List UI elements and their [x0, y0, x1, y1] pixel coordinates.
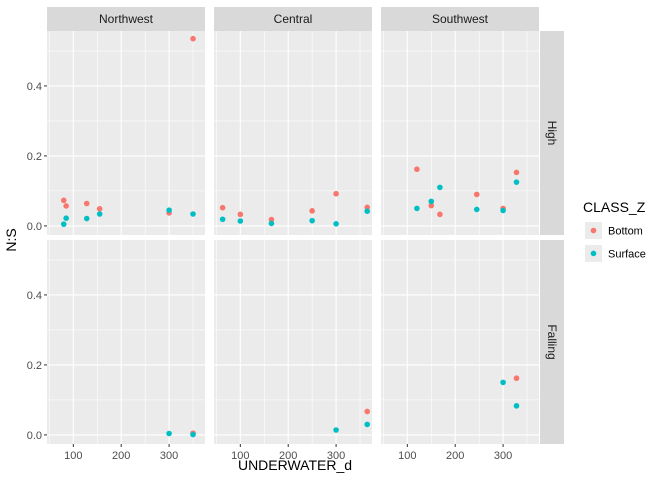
strip-label-high: High [545, 121, 559, 146]
y-tick-label: 0.0 [27, 430, 42, 442]
point-surface [333, 221, 339, 227]
legend-label-bottom: Bottom [608, 226, 643, 238]
x-tick-label: 300 [327, 450, 345, 462]
point-surface [166, 430, 172, 437]
point-surface [364, 208, 371, 215]
strip-label-falling: Falling [545, 324, 559, 359]
axes: 0.0 0.2 0.4 0.0 0.2 0.4 100 200 300 100 200 300 100 2… [27, 81, 513, 462]
point-surface [96, 211, 103, 217]
point-surface [219, 216, 226, 223]
point-bottom [309, 208, 315, 214]
legend-marker-surface [590, 250, 597, 257]
point-bottom [237, 211, 244, 218]
legend: CLASS_Z Bottom Surface [583, 199, 646, 262]
point-bottom [63, 203, 69, 209]
point-bottom [96, 205, 103, 212]
x-tick-label: 100 [398, 450, 416, 462]
point-bottom [473, 191, 480, 198]
point-bottom [190, 35, 196, 42]
point-bottom [513, 169, 520, 176]
y-tick-label: 0.4 [27, 290, 42, 302]
strip-label-central: Central [274, 12, 313, 26]
panel-southwest-high [381, 31, 539, 235]
point-bottom [333, 190, 339, 197]
point-surface [513, 403, 520, 409]
x-axis-title: UNDERWATER_d [238, 457, 352, 473]
strip-southwest [381, 7, 539, 31]
data-points [60, 35, 520, 438]
point-bottom [364, 204, 371, 211]
x-tick-label: 200 [279, 450, 297, 462]
panel-southwest-falling [381, 240, 539, 444]
point-bottom [268, 216, 275, 223]
x-tick-label: 100 [64, 450, 82, 462]
x-tick-label: 300 [494, 450, 512, 462]
point-surface [500, 207, 506, 214]
x-tick-label: 200 [446, 450, 464, 462]
point-surface [500, 379, 506, 386]
x-tick-label: 300 [160, 450, 178, 462]
y-axis-title: N:S [3, 228, 19, 251]
point-surface [60, 221, 67, 227]
point-bottom [83, 200, 90, 207]
y-tick-label: 0.4 [27, 81, 42, 93]
point-bottom [219, 204, 226, 211]
point-surface [237, 218, 244, 224]
point-surface [428, 198, 435, 205]
point-surface [414, 205, 420, 212]
facet-panels [47, 31, 539, 444]
strip-falling [540, 240, 564, 444]
panel-northwest-high [47, 31, 205, 235]
point-bottom [513, 375, 520, 382]
point-surface [166, 207, 172, 213]
x-tick-label: 100 [231, 450, 249, 462]
point-bottom [414, 166, 420, 173]
strip-high [540, 31, 564, 235]
legend-marker-bottom [590, 227, 597, 234]
strip-central [214, 7, 372, 31]
point-bottom [60, 197, 67, 204]
point-surface [437, 184, 443, 191]
point-surface [268, 220, 275, 227]
point-surface [83, 215, 90, 222]
panel-northwest-falling [47, 240, 205, 444]
strip-label-southwest: Southwest [432, 12, 489, 26]
legend-title: CLASS_Z [583, 199, 646, 215]
point-surface [513, 179, 520, 185]
point-surface [190, 431, 196, 438]
x-tick-label: 200 [112, 450, 130, 462]
y-tick-label: 0.2 [27, 151, 42, 163]
y-tick-label: 0.2 [27, 360, 42, 372]
point-bottom [428, 202, 435, 209]
panel-central-high [214, 31, 372, 235]
point-surface [309, 217, 315, 224]
point-bottom [437, 211, 443, 218]
legend-label-surface: Surface [608, 248, 646, 260]
panel-central-falling [214, 240, 372, 444]
strip-label-northwest: Northwest [99, 12, 154, 26]
point-surface [333, 427, 339, 433]
strip-northwest [47, 7, 205, 31]
facet-strips: Northwest Central Southwest High Falling [47, 7, 564, 444]
point-surface [190, 211, 196, 217]
point-bottom [364, 408, 371, 415]
y-tick-label: 0.0 [27, 221, 42, 233]
point-surface [364, 421, 371, 428]
point-surface [473, 206, 480, 213]
point-surface [63, 215, 69, 222]
